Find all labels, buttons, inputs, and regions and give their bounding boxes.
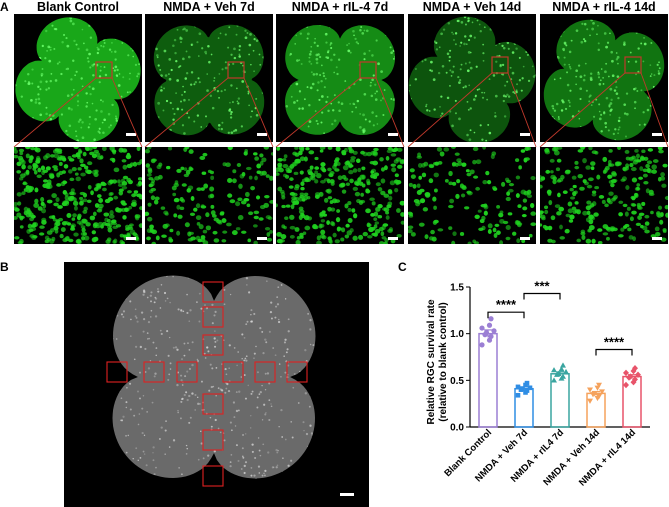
- roi-sample-box: [202, 465, 224, 487]
- significance-bracket: [523, 292, 561, 300]
- data-point: [551, 367, 557, 373]
- significance-label: ****: [496, 297, 517, 312]
- panel-b-label: B: [0, 260, 9, 274]
- scale-bar: [520, 133, 530, 136]
- data-point: [627, 373, 634, 380]
- scale-bar: [340, 493, 354, 496]
- y-tick-label: 0.5: [450, 376, 464, 387]
- scale-bar: [388, 133, 398, 136]
- roi-sample-box: [202, 429, 224, 451]
- roi-sample-box: [222, 361, 244, 383]
- zoom-region-box: [491, 56, 509, 74]
- data-point: [488, 316, 494, 322]
- zoom-region-box: [624, 56, 642, 74]
- retina-zoom-image: [540, 147, 668, 244]
- data-point: [632, 376, 638, 383]
- data-point: [488, 333, 494, 340]
- scale-bar: [520, 237, 530, 240]
- rgc-survival-bar-chart: Relative RGC survival rate (relative to …: [426, 279, 650, 488]
- data-point: [524, 388, 530, 393]
- significance-label: ***: [534, 279, 550, 294]
- data-point: [623, 369, 629, 377]
- data-point: [479, 325, 485, 331]
- retina-zoom-image: [276, 147, 404, 244]
- zoom-region-box: [227, 61, 245, 79]
- roi-sample-box: [202, 306, 224, 328]
- data-point: [635, 371, 641, 378]
- scale-bar: [126, 237, 136, 240]
- bar: [478, 332, 498, 428]
- roi-sample-box: [202, 281, 224, 303]
- zoom-region-box: [359, 61, 377, 79]
- y-tick-label: 1.5: [450, 283, 464, 294]
- scale-bar: [388, 237, 398, 240]
- panel-c-label: C: [398, 260, 407, 274]
- roi-sample-box: [143, 361, 165, 383]
- significance-label: ****: [604, 335, 625, 350]
- y-axis-label-line2: (relative to blank control): [438, 302, 449, 421]
- data-point: [560, 362, 566, 368]
- data-point: [587, 398, 593, 404]
- roi-sample-box: [202, 334, 224, 356]
- data-point: [563, 368, 569, 375]
- significance-bracket: [595, 348, 633, 356]
- data-point: [524, 380, 530, 386]
- data-point: [515, 384, 521, 390]
- column-title-ril4-14d: NMDA + rIL-4 14d: [552, 0, 656, 14]
- data-point: [632, 365, 638, 372]
- data-point: [483, 330, 490, 336]
- scale-bar: [652, 237, 662, 240]
- zoom-connector-lines: [13, 72, 669, 148]
- data-point: [630, 367, 637, 375]
- roi-sample-box: [106, 361, 128, 383]
- data-point: [555, 370, 562, 376]
- scale-bar: [126, 133, 136, 136]
- roi-sample-box: [202, 393, 224, 415]
- data-point: [587, 387, 593, 393]
- roi-sample-box: [286, 361, 308, 383]
- retina-zoom-image: [14, 147, 142, 244]
- roi-sample-box: [176, 361, 198, 383]
- column-title-veh-7d: NMDA + Veh 7d: [163, 0, 255, 14]
- data-point: [515, 392, 521, 398]
- data-point: [599, 389, 605, 395]
- data-point: [623, 381, 629, 389]
- data-point: [591, 391, 598, 397]
- retina-grayscale-overview: [64, 262, 369, 507]
- data-point: [558, 366, 565, 372]
- zoom-region-box: [95, 61, 113, 79]
- retina-wholemount-image: [408, 14, 536, 142]
- roi-sample-box: [254, 361, 276, 383]
- significance-bracket: [487, 311, 525, 319]
- panel-a-label: A: [0, 0, 9, 14]
- column-title-ril4-7d: NMDA + rIL-4 7d: [291, 0, 389, 14]
- data-point: [520, 386, 525, 392]
- column-title-veh-14d: NMDA + Veh 14d: [422, 0, 522, 14]
- scale-bar: [257, 237, 267, 240]
- y-axis-label-line1: Relative RGC survival rate: [426, 299, 437, 424]
- retina-wholemount-image: [14, 14, 142, 142]
- data-point: [491, 328, 497, 334]
- data-point: [479, 342, 485, 348]
- data-point: [596, 394, 602, 400]
- y-tick-label: 0.0: [450, 423, 464, 434]
- retina-wholemount-image: [145, 14, 273, 142]
- data-point: [596, 382, 602, 388]
- retina-wholemount-image: [540, 14, 668, 142]
- scale-bar: [257, 133, 267, 136]
- data-point: [551, 377, 557, 383]
- y-tick-label: 1.0: [450, 329, 464, 340]
- data-point: [527, 385, 533, 391]
- scale-bar: [652, 133, 662, 136]
- data-point: [560, 373, 566, 379]
- column-title-blank-control: Blank Control: [37, 0, 119, 14]
- retina-zoom-image: [408, 147, 536, 244]
- data-point: [486, 322, 493, 328]
- retina-zoom-image: [145, 147, 273, 244]
